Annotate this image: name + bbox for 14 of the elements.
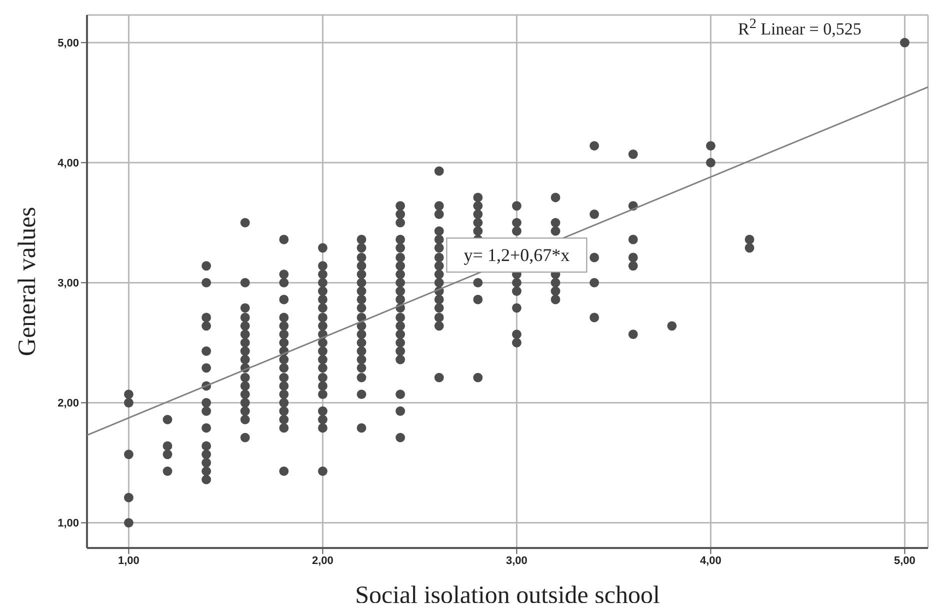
x-tick-label: 1,00	[118, 554, 140, 567]
x-tick-label: 3,00	[506, 554, 528, 567]
x-tick-label: 4,00	[700, 554, 722, 567]
x-tick-label: 2,00	[312, 554, 334, 567]
y-tick-label: 3,00	[58, 278, 79, 290]
y-tick-label: 5,00	[58, 38, 79, 50]
annotation: y= 1,2+0,67*x	[464, 245, 570, 266]
y-tick-label: 2,00	[58, 398, 79, 410]
y-tick-label: 4,00	[58, 158, 79, 170]
x-axis-title: Social isolation outside school	[355, 582, 660, 608]
annotation: R$^{2}$ Linear = 0,525	[738, 16, 862, 40]
x-tick-label: 5,00	[894, 554, 916, 567]
y-axis-title: General values	[14, 206, 41, 356]
y-tick-label: 1,00	[58, 518, 79, 530]
